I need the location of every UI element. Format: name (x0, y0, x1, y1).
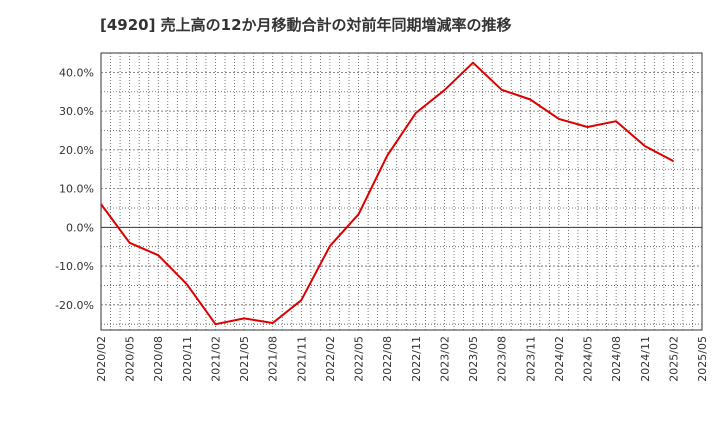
y-tick-label: -10.0% (55, 260, 94, 273)
x-tick-label: 2025/05 (696, 336, 709, 382)
x-tick-label: 2020/05 (124, 336, 137, 382)
y-tick-label: 20.0% (59, 144, 94, 157)
y-tick-label: 40.0% (59, 66, 94, 79)
plot-frame (100, 52, 703, 331)
x-tick-label: 2025/02 (667, 336, 680, 382)
x-tick-label: 2024/02 (553, 336, 566, 382)
x-tick-label: 2022/02 (324, 336, 337, 382)
x-tick-label: 2020/08 (152, 336, 165, 382)
y-tick-label: 30.0% (59, 105, 94, 118)
x-tick-label: 2021/02 (209, 336, 222, 382)
y-tick-label: 0.0% (66, 221, 94, 234)
x-tick-label: 2023/02 (438, 336, 451, 382)
x-tick-label: 2020/02 (95, 336, 108, 382)
chart-title: [4920] 売上高の12か月移動合計の対前年同期増減率の推移 (100, 16, 512, 34)
x-tick-label: 2022/08 (381, 336, 394, 382)
x-tick-label: 2024/05 (582, 336, 595, 382)
x-tick-label: 2022/05 (353, 336, 366, 382)
x-tick-label: 2021/08 (267, 336, 280, 382)
y-tick-label: 10.0% (59, 183, 94, 196)
x-tick-label: 2023/08 (496, 336, 509, 382)
y-tick-label: -20.0% (55, 299, 94, 312)
x-tick-label: 2021/11 (295, 336, 308, 382)
x-tick-label: 2022/11 (410, 336, 423, 382)
x-tick-label: 2023/11 (524, 336, 537, 382)
series-line (100, 61, 674, 326)
x-tick-label: 2024/08 (610, 336, 623, 382)
x-tick-label: 2024/11 (639, 336, 652, 382)
x-tick-label: 2020/11 (181, 336, 194, 382)
x-tick-label: 2023/05 (467, 336, 480, 382)
x-tick-label: 2021/05 (238, 336, 251, 382)
